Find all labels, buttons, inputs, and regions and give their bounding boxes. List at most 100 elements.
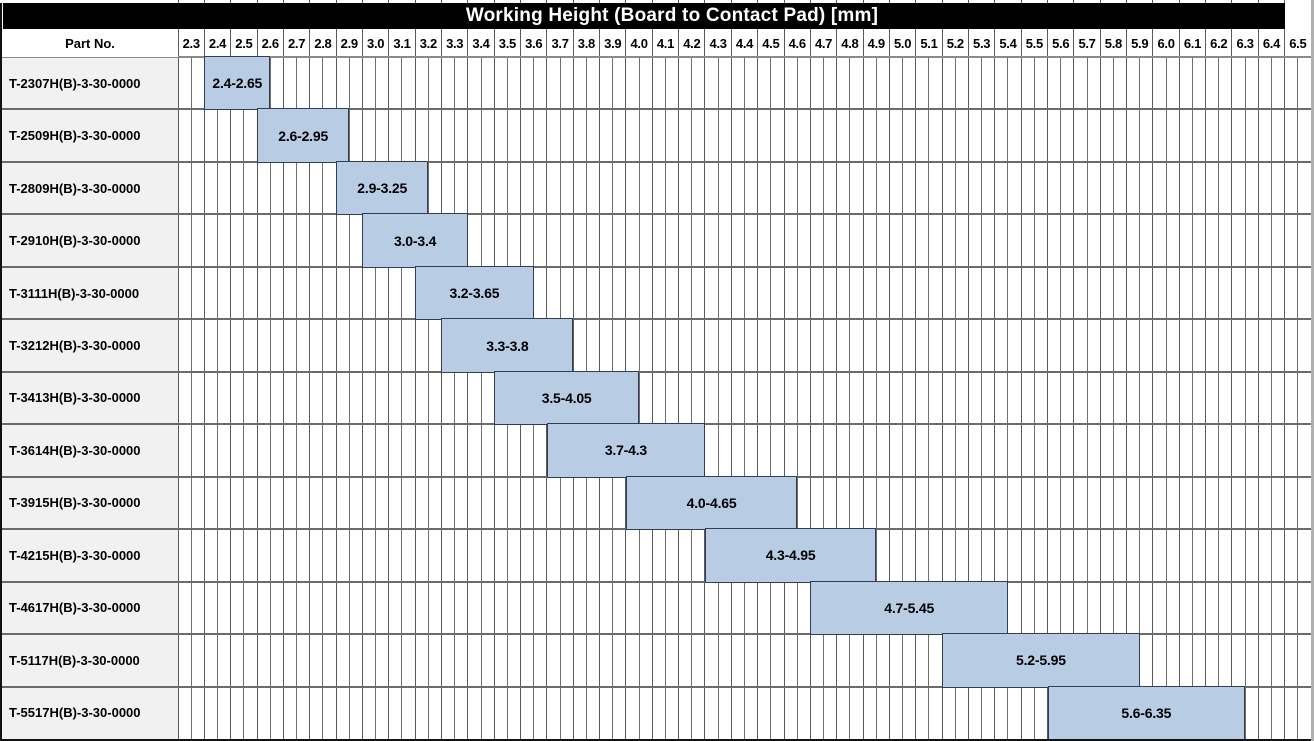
grid-line-major	[1178, 0, 1180, 741]
grid-line-major	[809, 0, 811, 741]
part-row-cell: T-3212H(B)-3-30-0000	[2, 319, 178, 372]
grid-line-major	[177, 0, 179, 741]
grid-line-major	[757, 0, 759, 741]
grid-line-minor	[1191, 57, 1193, 739]
grid-line-major	[1231, 0, 1233, 741]
range-bar: 3.7-4.3	[546, 423, 705, 478]
part-row-cell: T-2809H(B)-3-30-0000	[2, 161, 178, 215]
part-number-label: T-2307H(B)-3-30-0000	[9, 75, 141, 91]
range-bar-label: 4.3-4.95	[765, 547, 816, 564]
range-bar: 5.2-5.95	[942, 633, 1140, 688]
axis-tick-label: 3.0	[367, 35, 385, 51]
row-separator-line	[0, 633, 1311, 636]
part-number-label: T-4215H(B)-3-30-0000	[9, 547, 141, 563]
axis-tick-label: 2.5	[235, 35, 253, 51]
axis-tick-label: 5.0	[893, 35, 912, 51]
axis-tick-label: 2.4	[208, 35, 227, 51]
grid-line-minor	[190, 57, 192, 739]
axis-tick-label: 5.8	[1104, 35, 1122, 51]
range-bar-label: 3.0-3.4	[394, 232, 437, 249]
axis-tick-label: 4.2	[683, 35, 701, 51]
range-bar: 2.6-2.95	[257, 108, 350, 163]
grid-line-major	[862, 0, 864, 741]
axis-tick-label: 4.9	[867, 35, 885, 51]
part-number-label: T-2509H(B)-3-30-0000	[9, 128, 141, 144]
grid-line-major	[388, 0, 390, 741]
part-row-cell: T-3614H(B)-3-30-0000	[2, 424, 178, 477]
grid-line-major	[730, 0, 732, 741]
axis-tick-label: 3.8	[577, 35, 595, 51]
grid-line-minor	[1270, 57, 1272, 739]
axis-tick-label: 2.6	[261, 35, 279, 51]
grid-line-minor	[269, 57, 271, 739]
grid-line-major	[967, 0, 969, 741]
axis-tick-label: 3.4	[472, 35, 490, 51]
range-bar-label: 3.7-4.3	[604, 442, 647, 459]
grid-line-minor	[954, 57, 956, 739]
grid-line-major	[1126, 0, 1128, 741]
range-bar: 2.4-2.65	[204, 56, 271, 111]
chart-title-bar: Working Height (Board to Contact Pad) [m…	[3, 3, 1285, 29]
grid-line-major	[1073, 0, 1075, 741]
grid-line-major	[915, 0, 917, 741]
part-number-label: T-5517H(B)-3-30-0000	[9, 705, 141, 721]
part-number-label: T-3915H(B)-3-30-0000	[9, 495, 141, 511]
part-number-label: T-3111H(B)-3-30-0000	[9, 285, 140, 301]
grid-line-major	[625, 0, 627, 741]
row-separator-line	[0, 160, 1311, 163]
range-bar-label: 3.2-3.65	[449, 285, 500, 302]
grid-line-minor	[1244, 57, 1246, 739]
grid-line-minor	[1165, 57, 1167, 739]
grid-line-minor	[981, 57, 983, 739]
grid-line-minor	[796, 57, 798, 739]
column-header-part-no: Part No.	[2, 29, 178, 57]
axis-tick-label: 3.1	[393, 35, 411, 51]
range-bar: 4.0-4.65	[625, 475, 798, 531]
part-number-label: T-3614H(B)-3-30-0000	[9, 442, 141, 458]
grid-line-major	[1284, 0, 1286, 741]
axis-tick-label: 5.3	[973, 35, 991, 51]
axis-tick-label: 6.4	[1262, 35, 1281, 51]
part-row-cell: T-5117H(B)-3-30-0000	[2, 634, 178, 687]
left-border	[0, 3, 2, 741]
grid-line-minor	[1007, 57, 1009, 739]
grid-line-minor	[823, 57, 825, 739]
grid-line-minor	[875, 57, 877, 739]
grid-line-minor	[1218, 57, 1220, 739]
axis-tick-label: 4.6	[788, 35, 806, 51]
grid-line-minor	[454, 57, 456, 739]
grid-line-major	[414, 0, 416, 741]
axis-tick-label: 3.7	[551, 35, 569, 51]
grid-line-minor	[1112, 57, 1114, 739]
row-separator-line	[0, 213, 1311, 216]
range-bar-label: 2.6-2.95	[278, 127, 329, 144]
grid-line-major	[335, 0, 337, 741]
grid-line-minor	[770, 57, 772, 739]
axis-tick-label: 5.5	[1025, 35, 1043, 51]
grid-line-major	[1047, 0, 1048, 741]
row-separator-line	[0, 580, 1311, 583]
grid-line-minor	[638, 57, 640, 739]
axis-tick-label: 2.3	[182, 35, 200, 51]
part-number-label: T-3413H(B)-3-30-0000	[9, 390, 141, 406]
grid-line-minor	[243, 57, 245, 739]
part-row-cell: T-2307H(B)-3-30-0000	[2, 57, 178, 110]
axis-tick-label: 2.8	[314, 35, 332, 51]
axis-tick-label: 5.6	[1052, 35, 1070, 51]
grid-line-major	[704, 0, 706, 741]
part-number-label: T-2910H(B)-3-30-0000	[9, 233, 141, 249]
axis-tick-label: 6.0	[1157, 35, 1175, 51]
axis-tick-label: 2.7	[287, 35, 306, 51]
grid-line-major	[1020, 0, 1022, 741]
grid-line-major	[599, 0, 601, 741]
part-row-cell: T-4617H(B)-3-30-0000	[2, 581, 178, 635]
range-bar-label: 5.6-6.35	[1121, 704, 1172, 721]
range-bar-label: 3.3-3.8	[486, 337, 529, 354]
grid-line-major	[836, 0, 838, 741]
grid-line-minor	[1033, 57, 1035, 739]
axis-tick-label: 5.1	[920, 35, 938, 51]
grid-line-major	[941, 0, 943, 741]
axis-tick-label: 6.2	[1210, 35, 1228, 51]
axis-tick-label: 4.7	[814, 35, 833, 51]
